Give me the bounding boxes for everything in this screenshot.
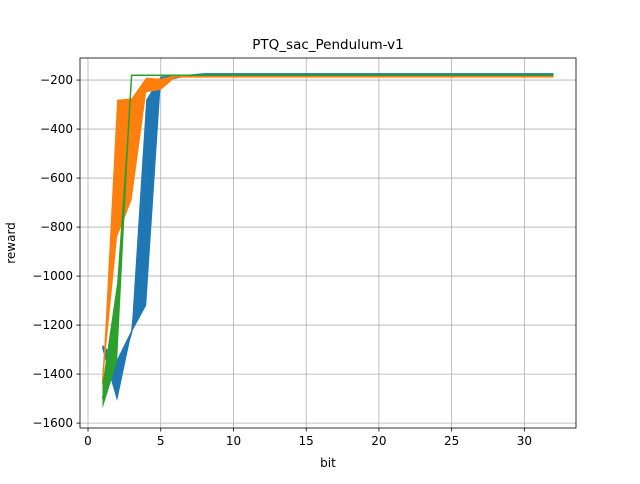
x-tick-label: 20 (371, 434, 386, 448)
y-tick-label: −1200 (32, 318, 73, 332)
series-2-line (101, 75, 554, 384)
series-1-band (102, 73, 554, 402)
y-tick-label: −800 (40, 220, 73, 234)
chart-title: PTQ_sac_Pendulum-v1 (252, 37, 403, 53)
series-3-line (101, 74, 554, 399)
y-tick-label: −400 (40, 122, 73, 136)
x-tick-label: 5 (157, 434, 165, 448)
y-tick-label: −1000 (32, 269, 73, 283)
y-tick-label: −600 (40, 171, 73, 185)
x-tick-label: 0 (84, 434, 92, 448)
x-tick-label: 15 (299, 434, 314, 448)
plot-frame (79, 57, 577, 429)
x-axis-label: bit (320, 456, 336, 470)
x-tick-label: 10 (226, 434, 241, 448)
y-tick-label: −200 (40, 73, 73, 87)
y-axis-label: reward (4, 222, 18, 264)
y-tick-label: −1600 (32, 416, 73, 430)
y-tick-label: −1400 (32, 367, 73, 381)
x-tick-label: 30 (517, 434, 532, 448)
grid (80, 58, 576, 428)
plot-area (80, 58, 576, 428)
x-tick-label: 25 (444, 434, 459, 448)
ticks: 0 5 10 15 20 25 30 −1600 −1400 −1200 −1000 −800 −600… (32, 73, 532, 448)
series-layer (101, 73, 554, 409)
